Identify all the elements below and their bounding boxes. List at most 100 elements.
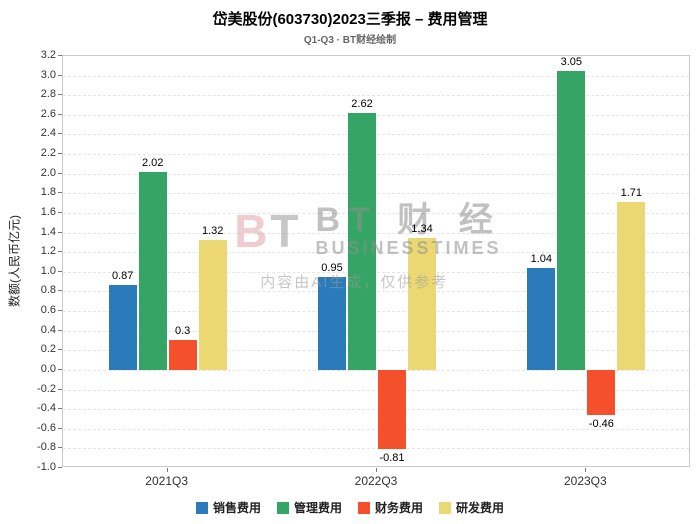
bar [198, 240, 227, 370]
bar-value-label: 2.02 [141, 156, 164, 169]
legend-label: 销售费用 [212, 501, 261, 515]
bar-value-label: 1.32 [201, 225, 224, 238]
grid-line [63, 114, 689, 116]
grid-line [63, 95, 689, 97]
y-tick-mark [58, 94, 62, 96]
grid-line [63, 448, 689, 450]
y-tick-label: 0.4 [40, 323, 56, 336]
y-tick-mark [58, 447, 62, 449]
grid-line [63, 154, 689, 156]
y-tick-mark [58, 290, 62, 292]
legend-item: 财务费用 [358, 499, 423, 516]
y-tick-label: 1.0 [40, 264, 56, 277]
grid-line [63, 409, 689, 411]
y-tick-label: 2.8 [40, 88, 56, 101]
y-tick-label: 1.8 [40, 186, 56, 199]
grid-line [63, 291, 689, 293]
y-tick-label: 1.6 [40, 205, 56, 218]
bar [108, 284, 137, 370]
chart-title: 岱美股份(603730)2023三季报 – 费用管理 [212, 11, 488, 28]
legend-item: 销售费用 [195, 499, 261, 516]
chart-subtitle: Q1-Q3 · BT财经绘制 [303, 35, 397, 46]
y-tick-label: -0.4 [37, 402, 56, 415]
y-tick-mark [58, 329, 62, 331]
grid-line [63, 193, 689, 195]
bar [138, 171, 167, 370]
legend-item: 管理费用 [276, 499, 342, 516]
watermark-disclaimer: 内容由AI生成，仅供参考 [260, 274, 449, 292]
y-tick-mark [58, 231, 62, 233]
grid-line [63, 173, 689, 175]
bar [408, 238, 436, 370]
bar [527, 267, 556, 370]
y-tick-mark [58, 349, 62, 351]
y-tick-mark [58, 74, 62, 76]
legend-label: 管理费用 [293, 501, 342, 515]
plot-area: BT BT 财 经 BUSINESSTIMES 内容由AI生成，仅供参考 0.8… [62, 55, 690, 467]
x-tick-label: 2021Q3 [145, 474, 189, 488]
y-tick-label: 3.0 [40, 68, 56, 81]
y-tick-label: 0.6 [40, 304, 56, 317]
y-tick-label: 2.4 [40, 127, 56, 140]
legend-label: 研发费用 [456, 501, 505, 515]
y-tick-label: 2.6 [40, 107, 56, 120]
y-tick-mark [58, 270, 62, 272]
bar [168, 340, 197, 370]
grid-line [63, 212, 689, 214]
y-tick-mark [58, 211, 62, 213]
y-tick-label: -0.2 [37, 382, 56, 395]
x-tick-mark [166, 468, 168, 472]
grid-line [63, 369, 689, 371]
y-tick-label: 0.0 [40, 362, 56, 375]
y-tick-mark [58, 408, 62, 410]
y-tick-mark [58, 153, 62, 155]
y-tick-label: 3.2 [40, 49, 56, 61]
bar-value-label: 1.71 [620, 187, 643, 200]
y-tick-label: 2.2 [40, 147, 56, 160]
bar [348, 112, 376, 370]
grid-line [63, 252, 689, 254]
bar-value-label: 0.3 [175, 325, 191, 338]
watermark-brand-cn: BT 财 经 [315, 201, 502, 239]
bar-value-label: -0.81 [379, 452, 405, 465]
grid-line [63, 389, 689, 391]
bar-value-label: 0.95 [321, 261, 343, 274]
bar-value-label: 2.62 [351, 97, 373, 110]
y-tick-mark [58, 427, 62, 429]
bt-logo-icon: BT [234, 208, 301, 254]
y-tick-label: 0.8 [40, 284, 56, 297]
bar-value-label: 0.87 [111, 269, 134, 282]
y-tick-label: -0.8 [37, 441, 56, 454]
y-tick-label: 1.2 [40, 245, 56, 258]
y-tick-mark [58, 55, 62, 56]
bar [617, 202, 646, 370]
x-tick-mark [585, 468, 587, 472]
y-tick-mark [58, 467, 62, 468]
x-tick-label: 2022Q3 [354, 474, 398, 488]
y-tick-mark [58, 192, 62, 194]
grid-line [63, 134, 689, 136]
grid-line [63, 271, 689, 273]
bar-value-label: -0.46 [588, 418, 614, 431]
legend-swatch [358, 501, 370, 514]
grid-line [63, 350, 689, 352]
y-tick-label: -1.0 [37, 461, 56, 473]
grid-line [63, 428, 689, 430]
y-tick-label: 0.2 [40, 343, 56, 356]
legend: 销售费用 管理费用 财务费用 研发费用 [0, 499, 700, 516]
bar-value-label: 1.04 [530, 252, 553, 265]
y-tick-mark [58, 310, 62, 312]
legend-item: 研发费用 [439, 499, 504, 516]
y-tick-mark [58, 133, 62, 135]
bar [318, 276, 346, 370]
grid-line [63, 75, 689, 77]
x-tick-mark [376, 468, 377, 472]
grid-line [63, 311, 689, 313]
grid-line [63, 330, 689, 332]
y-tick-mark [58, 172, 62, 174]
y-tick-label: 2.0 [40, 166, 56, 179]
x-tick-label: 2023Q3 [563, 474, 607, 488]
bar-value-label: 3.05 [560, 55, 583, 68]
legend-swatch [276, 501, 289, 514]
